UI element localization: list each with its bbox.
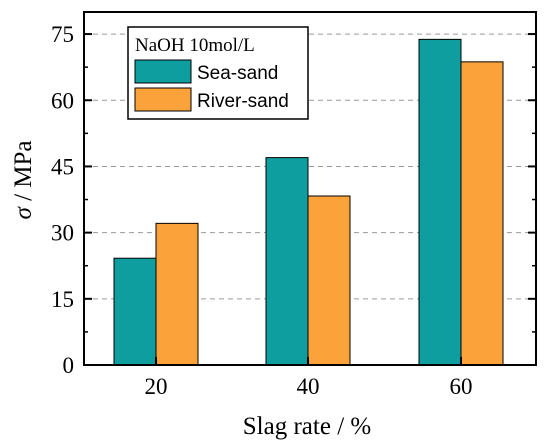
bar-sea-sand-60 <box>418 38 462 366</box>
y-tick-label: 15 <box>51 287 74 312</box>
y-tick-label: 75 <box>51 22 74 47</box>
x-axis-title: Slag rate / % <box>243 413 371 440</box>
bar-river-sand-60 <box>460 61 504 366</box>
y-tick-label: 60 <box>51 88 74 113</box>
legend-title: NaOH 10mol/L <box>135 35 255 56</box>
legend-label-river-sand: River-sand <box>197 91 289 112</box>
y-tick-label: 0 <box>63 353 75 378</box>
legend: NaOH 10mol/L Sea-sand River-sand <box>127 26 309 120</box>
y-axis-title: σ / MPa <box>10 140 37 219</box>
x-tick-label: 60 <box>450 374 473 399</box>
y-tick-label: 30 <box>51 221 74 246</box>
bar-sea-sand-20 <box>113 257 157 366</box>
x-tick-label: 20 <box>145 374 168 399</box>
bars <box>113 38 504 366</box>
bar-river-sand-40 <box>307 195 351 366</box>
x-axis-ticks: 20 40 60 <box>145 357 473 399</box>
legend-swatch-river-sand <box>134 87 192 112</box>
legend-swatch-sea-sand <box>134 59 192 84</box>
bar-river-sand-20 <box>155 222 199 366</box>
x-tick-label: 40 <box>297 374 320 399</box>
y-tick-label: 45 <box>51 154 74 179</box>
bar-sea-sand-40 <box>265 157 309 366</box>
y-axis-ticks: 0 15 30 45 60 75 <box>51 22 536 378</box>
legend-label-sea-sand: Sea-sand <box>197 63 278 84</box>
plot-frame <box>83 11 537 366</box>
